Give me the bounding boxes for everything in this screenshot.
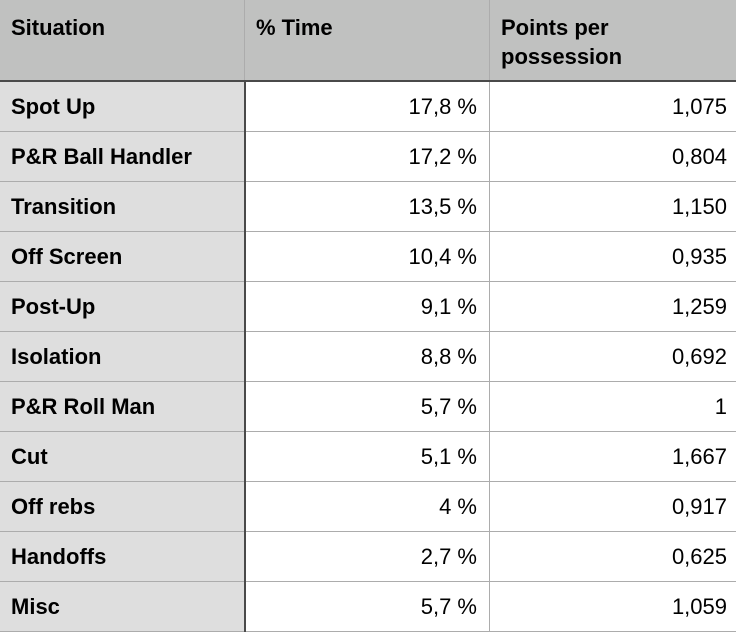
- ppp-cell[interactable]: 1,150: [489, 181, 736, 232]
- situation-cell[interactable]: Spot Up: [0, 80, 246, 132]
- situation-cell[interactable]: P&R Ball Handler: [0, 131, 246, 182]
- table-row: Misc 5,7 % 1,059: [0, 581, 736, 632]
- table-row: Transition 13,5 % 1,150: [0, 181, 736, 232]
- header-row: Situation % Time Points per possession: [0, 0, 736, 82]
- ppp-cell[interactable]: 1,259: [489, 281, 736, 332]
- situation-cell[interactable]: Misc: [0, 581, 246, 632]
- time-cell[interactable]: 4 %: [244, 481, 490, 532]
- ppp-cell[interactable]: 0,804: [489, 131, 736, 182]
- situation-cell[interactable]: P&R Roll Man: [0, 381, 246, 432]
- time-cell[interactable]: 17,8 %: [244, 80, 490, 132]
- table-row: Cut 5,1 % 1,667: [0, 431, 736, 482]
- ppp-cell[interactable]: 1,075: [489, 80, 736, 132]
- ppp-cell[interactable]: 0,917: [489, 481, 736, 532]
- ppp-cell[interactable]: 1,059: [489, 581, 736, 632]
- situation-cell[interactable]: Handoffs: [0, 531, 246, 582]
- situation-cell[interactable]: Transition: [0, 181, 246, 232]
- ppp-cell[interactable]: 0,692: [489, 331, 736, 382]
- table-row: P&R Ball Handler 17,2 % 0,804: [0, 131, 736, 182]
- time-cell[interactable]: 8,8 %: [244, 331, 490, 382]
- table-row: Off Screen 10,4 % 0,935: [0, 231, 736, 282]
- ppp-cell[interactable]: 0,935: [489, 231, 736, 282]
- ppp-cell[interactable]: 1,667: [489, 431, 736, 482]
- header-ppp[interactable]: Points per possession: [489, 0, 736, 82]
- table-row: Off rebs 4 % 0,917: [0, 481, 736, 532]
- situation-cell[interactable]: Cut: [0, 431, 246, 482]
- table-row: P&R Roll Man 5,7 % 1: [0, 381, 736, 432]
- table-row: Post-Up 9,1 % 1,259: [0, 281, 736, 332]
- situation-cell[interactable]: Post-Up: [0, 281, 246, 332]
- time-cell[interactable]: 5,7 %: [244, 381, 490, 432]
- ppp-cell[interactable]: 0,625: [489, 531, 736, 582]
- time-cell[interactable]: 5,1 %: [244, 431, 490, 482]
- time-cell[interactable]: 9,1 %: [244, 281, 490, 332]
- table-row: Spot Up 17,8 % 1,075: [0, 80, 736, 132]
- time-cell[interactable]: 13,5 %: [244, 181, 490, 232]
- table-row: Isolation 8,8 % 0,692: [0, 331, 736, 382]
- header-situation[interactable]: Situation: [0, 0, 245, 82]
- ppp-cell[interactable]: 1: [489, 381, 736, 432]
- header-time[interactable]: % Time: [244, 0, 490, 82]
- time-cell[interactable]: 10,4 %: [244, 231, 490, 282]
- time-cell[interactable]: 5,7 %: [244, 581, 490, 632]
- table-row: Handoffs 2,7 % 0,625: [0, 531, 736, 582]
- situation-cell[interactable]: Off rebs: [0, 481, 246, 532]
- situation-cell[interactable]: Isolation: [0, 331, 246, 382]
- situation-cell[interactable]: Off Screen: [0, 231, 246, 282]
- time-cell[interactable]: 17,2 %: [244, 131, 490, 182]
- time-cell[interactable]: 2,7 %: [244, 531, 490, 582]
